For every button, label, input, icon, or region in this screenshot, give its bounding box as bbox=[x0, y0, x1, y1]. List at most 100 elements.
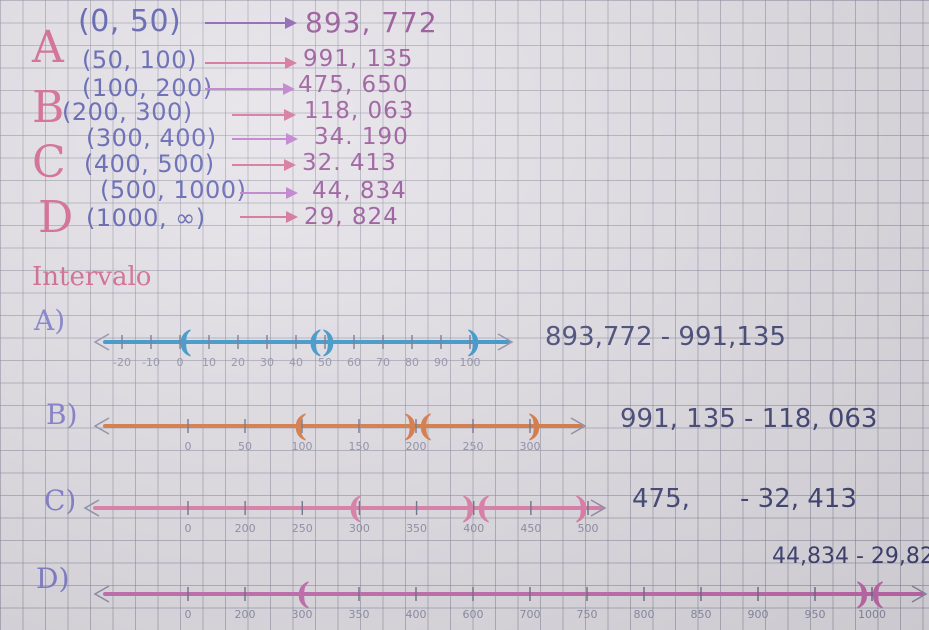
interval-pair: (50, 100) bbox=[82, 46, 197, 74]
number-line-a: -20 -10 0 10 20 30 40 50 60 70 80 90 100 (()) bbox=[93, 325, 514, 369]
right-arrow-head bbox=[590, 499, 607, 517]
right-arrow-head bbox=[570, 417, 587, 435]
mapping-arrow bbox=[240, 187, 298, 199]
mapping-arrow bbox=[232, 159, 296, 171]
interval-bracket-mark: ( bbox=[293, 409, 307, 444]
number-line-tick-label: 100 bbox=[460, 356, 481, 369]
number-line-tick-label: 0 bbox=[185, 440, 192, 453]
number-line-tick-label: 300 bbox=[520, 440, 541, 453]
frequency-value: 29, 824 bbox=[304, 204, 399, 230]
group-letter-d: D bbox=[38, 192, 74, 243]
number-line-label-d: D) bbox=[36, 562, 70, 595]
number-line-tick-label: 10 bbox=[202, 356, 216, 369]
frequency-value: 32. 413 bbox=[302, 150, 397, 176]
frequency-value: 475, 650 bbox=[298, 72, 409, 98]
number-line-d: 0 200 300 350 400 600 700 750 800 850 900 950 1000 ()… bbox=[93, 577, 928, 621]
left-arrow-head bbox=[93, 417, 110, 435]
interval-bracket-mark: ) bbox=[467, 325, 481, 360]
number-line-tick-label: 700 bbox=[520, 608, 541, 621]
number-line-label-c: C) bbox=[44, 484, 77, 517]
number-line-tick-label: 800 bbox=[634, 608, 655, 621]
number-line-tick-label: 750 bbox=[577, 608, 598, 621]
mapping-arrow bbox=[205, 17, 297, 29]
interval-pair: (100, 200) bbox=[82, 74, 213, 102]
left-arrow-head bbox=[93, 333, 110, 351]
number-line-c: 0 200 250 300 350 400 450 500 ( )() bbox=[83, 491, 607, 535]
number-line-tick-label: 50 bbox=[238, 440, 252, 453]
interval-pair: (200, 300) bbox=[62, 98, 193, 126]
number-line-tick-label: 350 bbox=[349, 608, 370, 621]
number-line-tick-label: 500 bbox=[578, 522, 599, 535]
number-line-tick-label: 70 bbox=[376, 356, 390, 369]
interval-bracket-mark: () bbox=[308, 325, 336, 360]
group-letter-c: C bbox=[32, 137, 66, 188]
number-line-tick-label: -10 bbox=[142, 356, 160, 369]
interval-pair: (300, 400) bbox=[86, 124, 217, 152]
right-arrow-head bbox=[911, 585, 928, 603]
interval-bracket-mark: )( bbox=[404, 409, 432, 444]
interval-pair: (500, 1000) bbox=[100, 176, 247, 204]
number-line-tick-label: 0 bbox=[185, 522, 192, 535]
frequency-value: 34. 190 bbox=[314, 124, 409, 150]
number-line-tick-label: 200 bbox=[406, 440, 427, 453]
interval-bracket-mark: ( bbox=[178, 325, 192, 360]
interval-bracket-mark: ( bbox=[296, 577, 310, 612]
interval-bracket-mark: )( bbox=[856, 577, 884, 612]
number-line-tick-label: 400 bbox=[463, 522, 484, 535]
number-line-tick-label: 350 bbox=[406, 522, 427, 535]
interval-pair: (400, 500) bbox=[84, 150, 215, 178]
number-line-tick-label: 100 bbox=[292, 440, 313, 453]
number-line-b: 0 50 100 150 200 250 300 ( )() bbox=[93, 409, 587, 453]
interval-result-c-left: 475, bbox=[632, 484, 690, 514]
number-line-tick-label: 250 bbox=[292, 522, 313, 535]
interval-pair: (1000, ∞) bbox=[86, 204, 206, 232]
number-line-tick-label: 1000 bbox=[858, 608, 886, 621]
right-arrow-head bbox=[497, 333, 514, 351]
number-line-tick-label: 600 bbox=[463, 608, 484, 621]
frequency-value: 991, 135 bbox=[303, 46, 414, 72]
mapping-arrow bbox=[205, 83, 295, 95]
interval-result-d: 44,834 - 29,82 bbox=[772, 544, 929, 569]
interval-bracket-mark: ( bbox=[348, 491, 362, 526]
number-line-tick-label: 80 bbox=[405, 356, 419, 369]
interval-result-a: 893,772 - 991,135 bbox=[545, 322, 786, 352]
number-line-tick-label: 200 bbox=[235, 522, 256, 535]
group-letter-a: A bbox=[32, 22, 64, 73]
number-line-tick-label: 90 bbox=[434, 356, 448, 369]
mapping-arrow bbox=[240, 211, 298, 223]
frequency-value: 893, 772 bbox=[305, 6, 438, 39]
interval-bracket-mark: ) bbox=[528, 409, 542, 444]
number-line-label-b: B) bbox=[46, 398, 78, 431]
number-line-tick-label: 40 bbox=[289, 356, 303, 369]
group-letter-b: B bbox=[32, 82, 65, 133]
number-line-tick-label: -20 bbox=[113, 356, 131, 369]
number-line-tick-label: 950 bbox=[805, 608, 826, 621]
number-line-tick-label: 30 bbox=[260, 356, 274, 369]
interval-pair: (0, 50) bbox=[78, 4, 182, 39]
interval-bracket-mark: )( bbox=[462, 491, 490, 526]
number-line-tick-label: 250 bbox=[463, 440, 484, 453]
number-line-tick-label: 0 bbox=[185, 608, 192, 621]
mapping-arrow bbox=[205, 57, 297, 69]
left-arrow-head bbox=[93, 585, 110, 603]
mapping-arrow bbox=[232, 133, 298, 145]
frequency-value: 118, 063 bbox=[304, 98, 415, 124]
interval-bracket-mark: ) bbox=[575, 491, 589, 526]
number-line-tick-label: 60 bbox=[347, 356, 361, 369]
left-arrow-head bbox=[83, 499, 100, 517]
intervals-heading: Intervalo bbox=[32, 262, 152, 292]
number-line-label-a: A) bbox=[34, 304, 66, 337]
interval-result-b: 991, 135 - 118, 063 bbox=[620, 404, 878, 434]
number-line-tick-label: 150 bbox=[349, 440, 370, 453]
mapping-arrow bbox=[232, 109, 296, 121]
number-line-tick-label: 450 bbox=[520, 522, 541, 535]
number-line-tick-label: 0 bbox=[177, 356, 184, 369]
number-line-tick-label: 50 bbox=[318, 356, 332, 369]
number-line-tick-label: 400 bbox=[406, 608, 427, 621]
number-line-tick-label: 300 bbox=[292, 608, 313, 621]
frequency-value: 44, 834 bbox=[312, 178, 407, 204]
number-line-tick-label: 850 bbox=[691, 608, 712, 621]
number-line-tick-label: 300 bbox=[349, 522, 370, 535]
